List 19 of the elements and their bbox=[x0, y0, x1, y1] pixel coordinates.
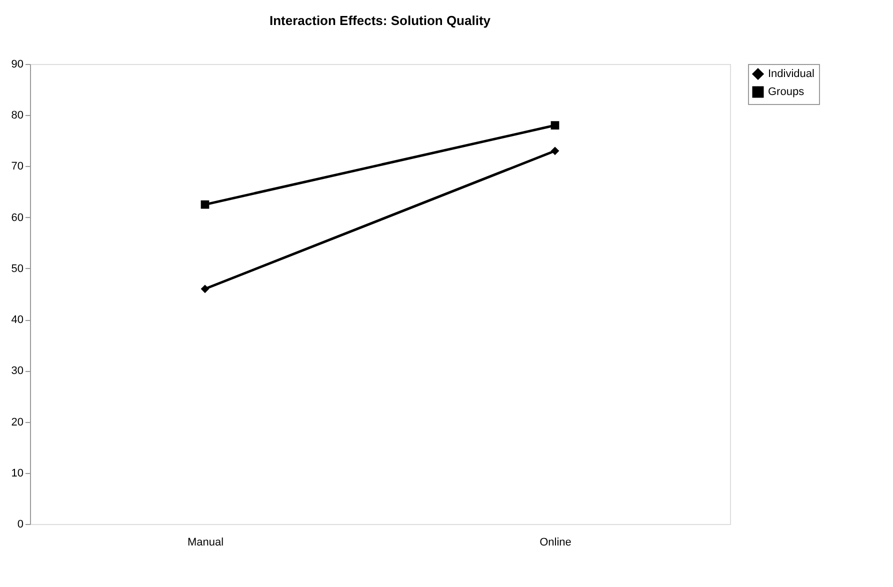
y-tick-label: 0 bbox=[17, 518, 24, 530]
point bbox=[200, 200, 210, 209]
y-tick-label: 10 bbox=[11, 467, 24, 480]
y-tick-label: 70 bbox=[11, 160, 24, 173]
y-tick-label: 90 bbox=[11, 58, 24, 70]
y-tick-label: 60 bbox=[11, 212, 24, 224]
legend-label: Individual bbox=[768, 68, 814, 80]
y-tick-label: 40 bbox=[11, 314, 24, 326]
y-tick-label: 80 bbox=[11, 110, 24, 122]
y-tick-label: 20 bbox=[11, 416, 24, 428]
chart-title: Interaction Effects: Solution Quality bbox=[269, 13, 492, 28]
point bbox=[200, 284, 210, 294]
x-tick-label: Manual bbox=[187, 536, 224, 548]
x-tick-label: Online bbox=[540, 536, 572, 548]
y-tick-label: 50 bbox=[11, 262, 24, 275]
y-tick-label: 30 bbox=[11, 365, 24, 378]
point bbox=[550, 121, 560, 130]
point bbox=[550, 146, 560, 156]
legend-label: Groups bbox=[768, 86, 805, 98]
